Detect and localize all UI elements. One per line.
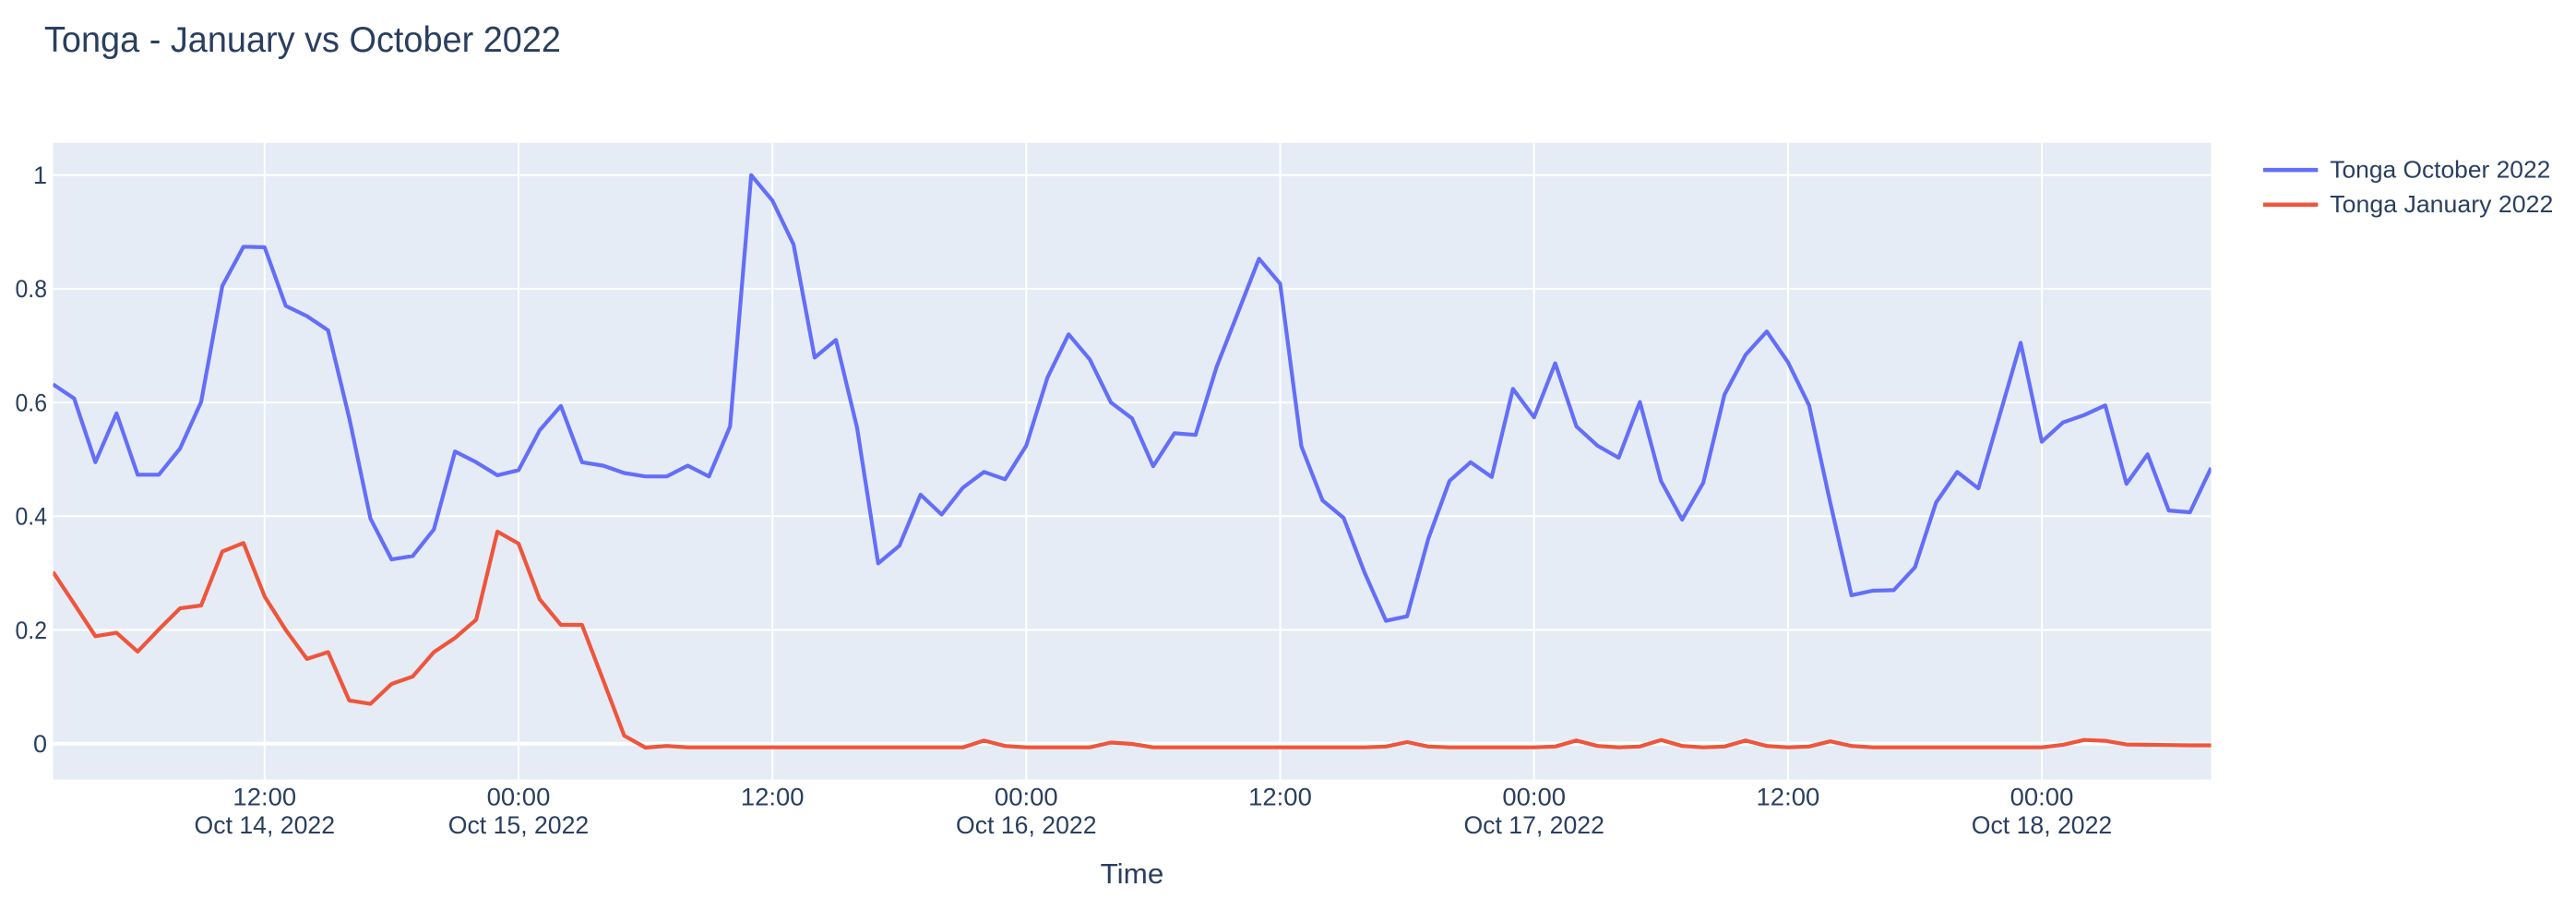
svg-text:12:00: 12:00: [233, 784, 296, 811]
svg-text:Tonga January 2022: Tonga January 2022: [2330, 190, 2553, 218]
svg-text:0.4: 0.4: [16, 503, 48, 531]
svg-text:1: 1: [33, 162, 47, 189]
svg-text:Oct 15, 2022: Oct 15, 2022: [448, 811, 590, 839]
svg-text:12:00: 12:00: [741, 784, 805, 811]
svg-text:0.2: 0.2: [16, 617, 48, 644]
svg-text:Tonga October 2022: Tonga October 2022: [2330, 156, 2550, 184]
svg-text:Oct 16, 2022: Oct 16, 2022: [956, 811, 1097, 839]
svg-text:00:00: 00:00: [1502, 784, 1566, 811]
svg-text:00:00: 00:00: [2010, 784, 2074, 811]
svg-text:0.8: 0.8: [16, 275, 48, 303]
svg-text:0: 0: [33, 730, 47, 758]
svg-text:00:00: 00:00: [487, 784, 551, 811]
svg-text:Oct 17, 2022: Oct 17, 2022: [1463, 811, 1604, 839]
svg-text:Oct 18, 2022: Oct 18, 2022: [1972, 811, 2113, 839]
svg-text:0.6: 0.6: [16, 389, 48, 416]
svg-text:Time: Time: [1101, 857, 1164, 890]
svg-text:00:00: 00:00: [995, 784, 1058, 811]
svg-text:Tonga - January vs October 202: Tonga - January vs October 2022: [44, 20, 561, 60]
svg-text:12:00: 12:00: [1248, 784, 1312, 811]
svg-text:12:00: 12:00: [1757, 784, 1820, 811]
svg-text:Oct 14, 2022: Oct 14, 2022: [195, 811, 336, 839]
